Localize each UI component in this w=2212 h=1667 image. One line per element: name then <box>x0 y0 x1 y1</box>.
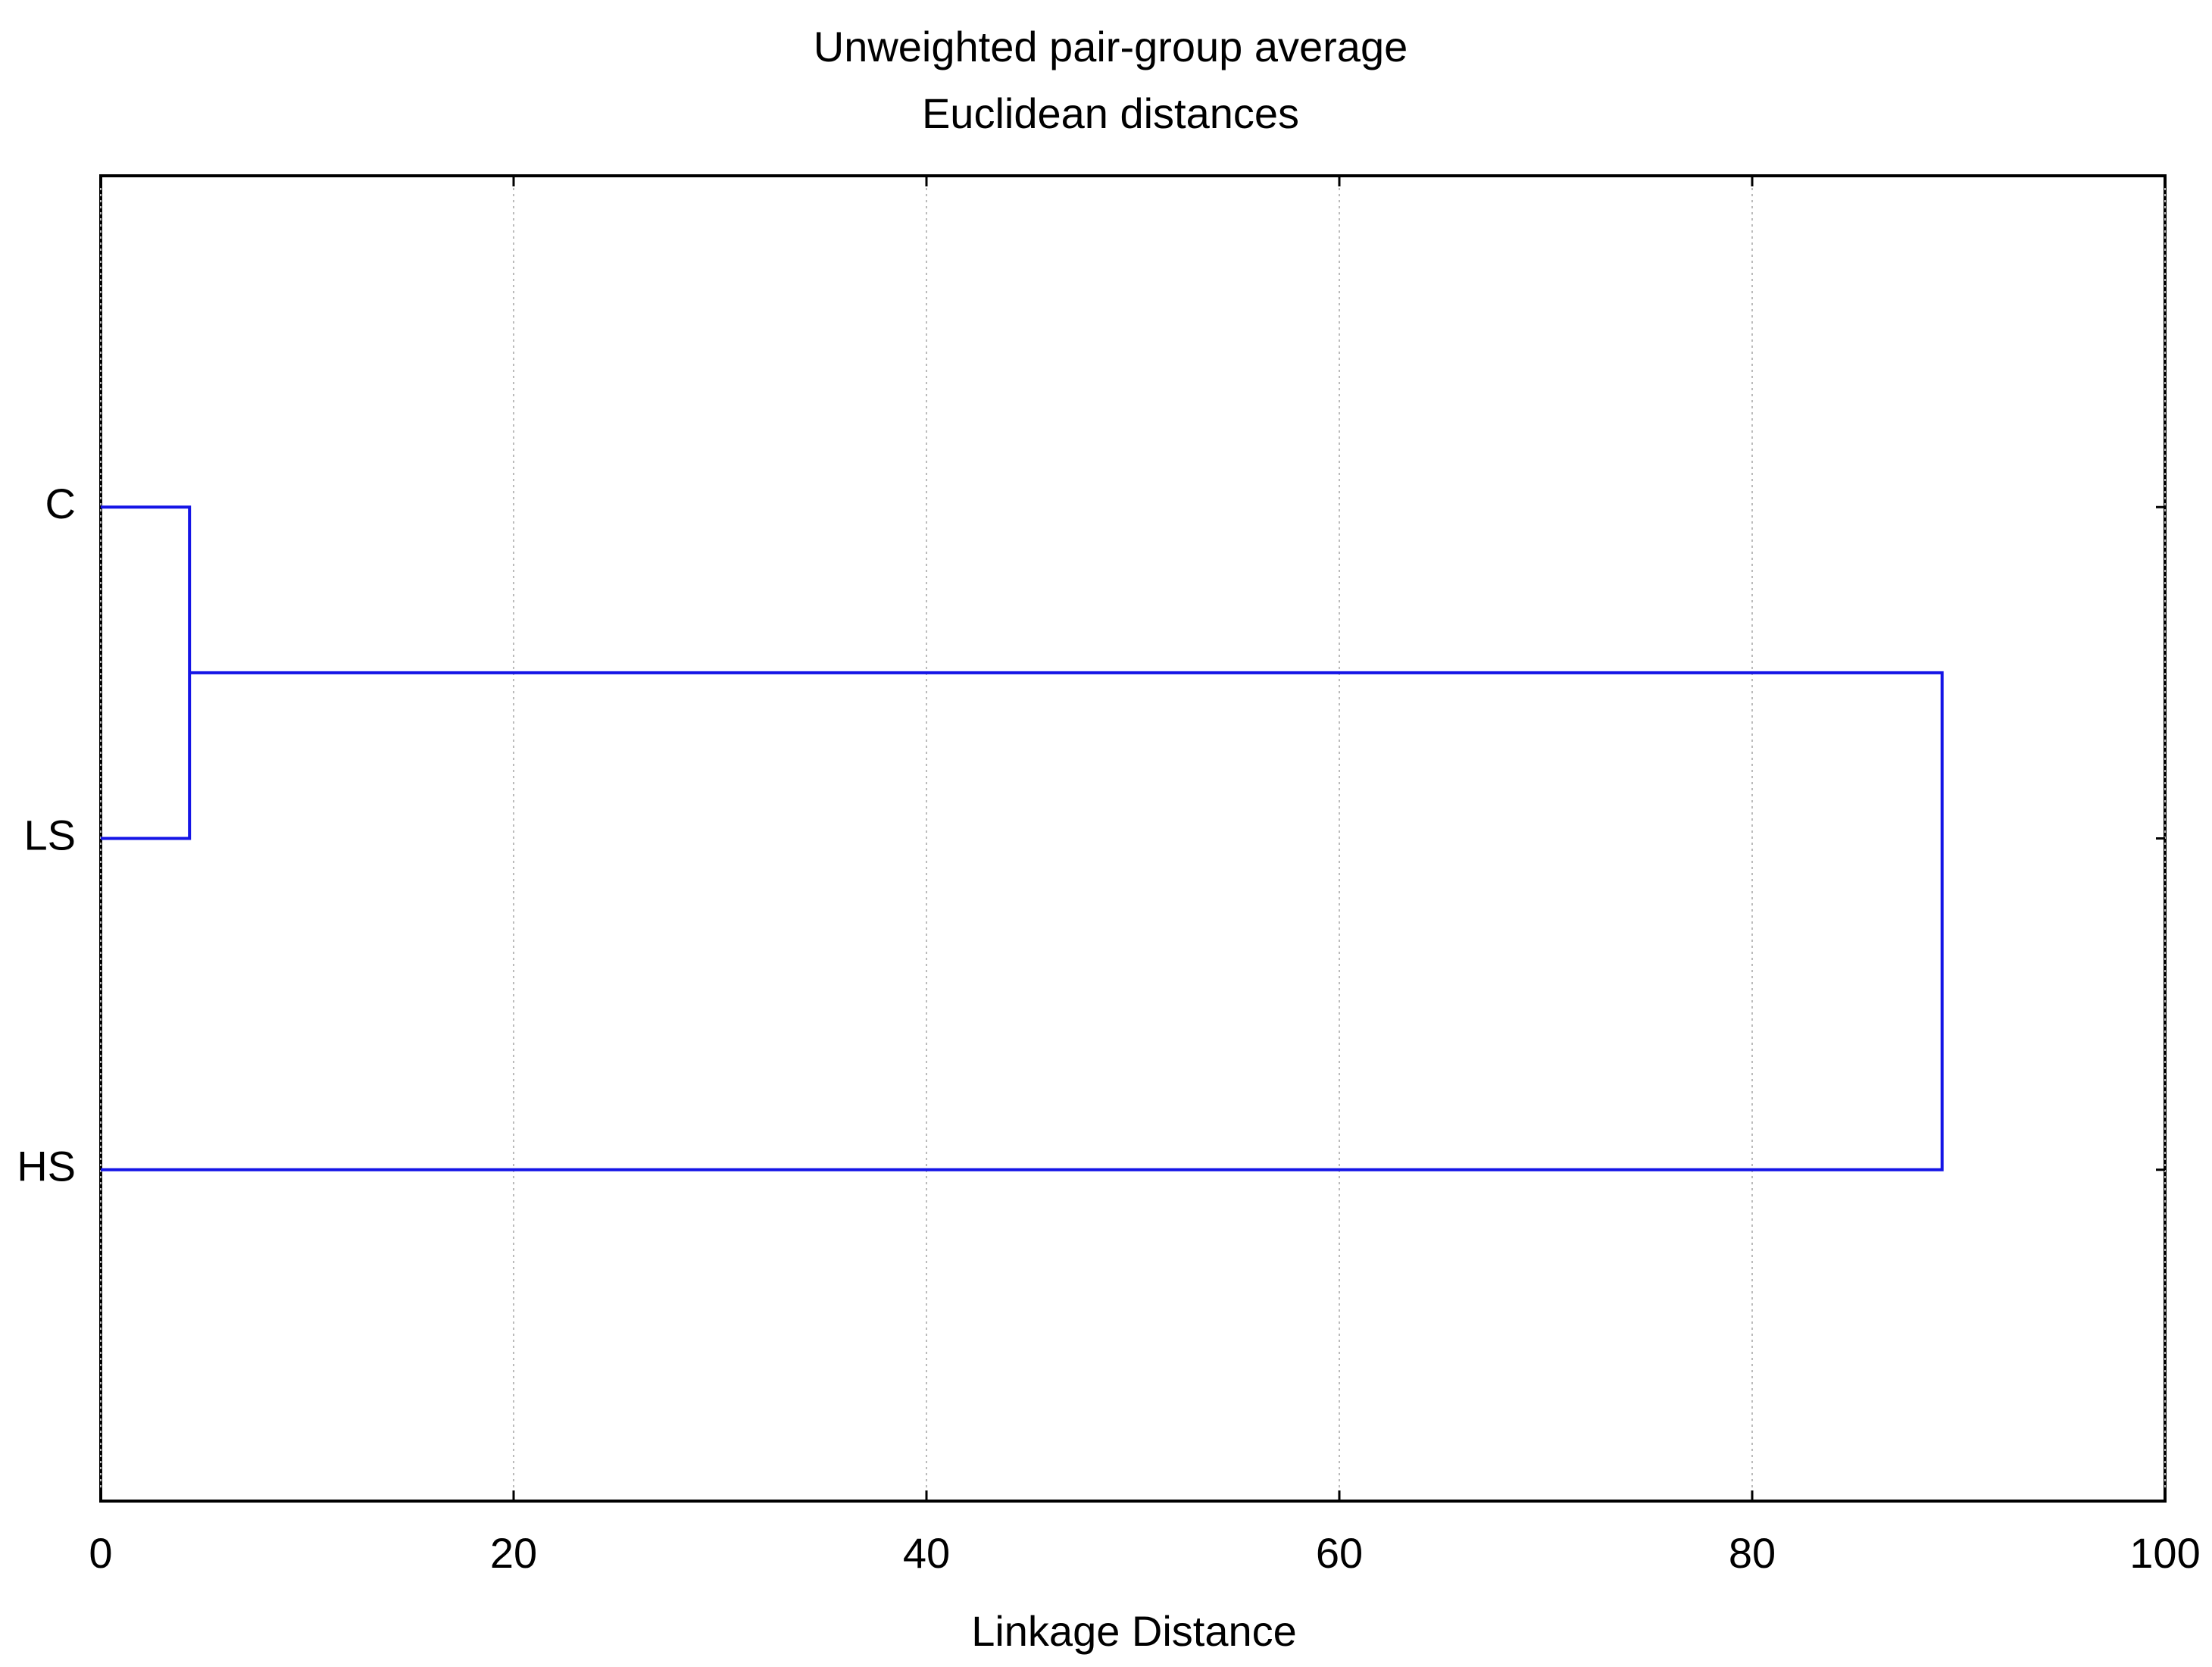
plot-frame <box>99 174 2167 1503</box>
x-tick-label: 40 <box>903 1529 950 1577</box>
dendrogram-link <box>101 671 1944 1171</box>
x-tick-label: 100 <box>2129 1529 2200 1577</box>
leaf-label: HS <box>17 1143 76 1190</box>
x-tick-label: 0 <box>89 1529 112 1577</box>
leaf-label: C <box>45 480 76 527</box>
x-tick-label: 60 <box>1316 1529 1363 1577</box>
chart-subtitle: Euclidean distances <box>922 89 1299 137</box>
x-tick-label: 20 <box>490 1529 537 1577</box>
chart-title: Unweighted pair-group average <box>814 23 1408 70</box>
x-tick-label: 80 <box>1729 1529 1776 1577</box>
dendrogram-link <box>101 505 192 840</box>
x-axis-label: Linkage Distance <box>971 1607 1297 1655</box>
leaf-label: LS <box>24 811 77 859</box>
